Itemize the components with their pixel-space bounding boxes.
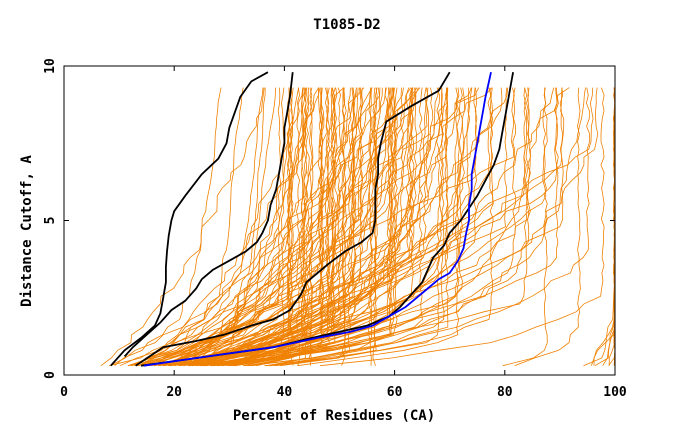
x-tick-label-4: 80 [497, 385, 513, 400]
model-curve [250, 87, 372, 367]
model-curve [140, 87, 291, 367]
model-curve [514, 87, 581, 367]
model-curve [212, 87, 357, 367]
model-curve [180, 87, 320, 367]
model-curve [100, 87, 265, 367]
y-axis-label: Distance Cutoff, A [19, 155, 35, 307]
model-curve [129, 87, 244, 367]
x-tick-label-0: 0 [60, 385, 68, 400]
model-curve [214, 87, 570, 367]
model-curve [199, 87, 378, 367]
model-curve [109, 87, 381, 367]
model-curve [222, 87, 346, 367]
model-curve [253, 87, 291, 367]
highlight-curve-0 [110, 71, 269, 367]
model-curve [235, 87, 586, 367]
y-tick-label-2: 10 [43, 58, 58, 74]
model-curve [221, 87, 463, 367]
model-curve [256, 87, 336, 367]
model-curve [158, 87, 380, 367]
model-curve [502, 87, 548, 367]
model-curve [229, 87, 342, 367]
y-axis-ticks: 0 5 10 [43, 58, 615, 379]
model-curve [144, 87, 355, 367]
model-curve [205, 87, 413, 367]
model-curve [187, 87, 359, 367]
model-curve [213, 87, 404, 367]
model-curve [120, 87, 515, 367]
model-curve [185, 87, 373, 366]
model-curve [199, 87, 466, 367]
model-curve [138, 87, 345, 367]
model-curve [173, 87, 307, 367]
model-curve [269, 87, 441, 367]
x-tick-label-2: 40 [277, 385, 293, 400]
highlight-curve-1 [135, 71, 451, 367]
model-curve [242, 87, 310, 367]
model-curve [233, 87, 449, 367]
x-tick-label-1: 20 [166, 385, 182, 400]
x-tick-label-3: 60 [387, 385, 403, 400]
model-curve [296, 87, 301, 366]
model-curve [252, 87, 330, 367]
model-curve [320, 87, 605, 367]
chart-title: T1085-D2 [313, 17, 380, 33]
model-curve [202, 87, 412, 367]
model-curve [187, 87, 324, 367]
bundle-lines [100, 87, 616, 367]
model-curve [194, 87, 418, 367]
model-curve [159, 87, 527, 367]
model-curve [188, 87, 335, 367]
x-axis-label: Percent of Residues (CA) [233, 408, 435, 424]
model-curve [194, 87, 531, 367]
model-curve [205, 87, 404, 367]
model-curve [297, 87, 460, 367]
model-curve [226, 87, 559, 367]
model-curve [247, 87, 322, 367]
model-curve [583, 87, 616, 367]
model-curve [369, 87, 374, 366]
model-curve [309, 87, 314, 366]
model-curve [196, 87, 555, 367]
x-axis-ticks: 0 20 40 60 80 100 [60, 66, 627, 400]
highlight-curve-2 [140, 72, 514, 367]
model-curve [154, 87, 419, 367]
y-tick-label-1: 5 [43, 217, 58, 225]
model-curve [196, 87, 594, 367]
model-curve [163, 87, 494, 367]
model-curve [265, 87, 378, 367]
model-curve [264, 87, 494, 367]
model-curve [167, 87, 386, 367]
highlight-curve-3 [123, 72, 294, 358]
model-curve [247, 87, 591, 367]
model-curve [144, 87, 304, 366]
model-curve [152, 87, 397, 367]
model-curve [230, 87, 285, 367]
model-curve [204, 87, 599, 367]
highlight-lines [110, 71, 514, 367]
model-curve [204, 87, 528, 367]
model-curve [245, 87, 445, 367]
model-curve [148, 87, 276, 367]
model-curve [210, 87, 423, 367]
x-tick-label-5: 100 [603, 385, 627, 400]
model-curve [289, 87, 294, 366]
model-curve [153, 87, 508, 367]
plot-area [63, 65, 616, 376]
model-curve [275, 87, 352, 367]
highlight-curve-4 [143, 72, 492, 367]
model-curve [199, 87, 418, 367]
model-curve [231, 87, 398, 367]
model-curve [144, 87, 427, 367]
model-curve [594, 87, 616, 367]
model-curve [114, 87, 222, 367]
model-curve [590, 87, 616, 366]
y-tick-label-0: 0 [43, 371, 58, 379]
model-curve [180, 87, 292, 367]
model-curve [158, 87, 415, 367]
model-curve [161, 87, 429, 367]
model-curve [211, 87, 565, 367]
